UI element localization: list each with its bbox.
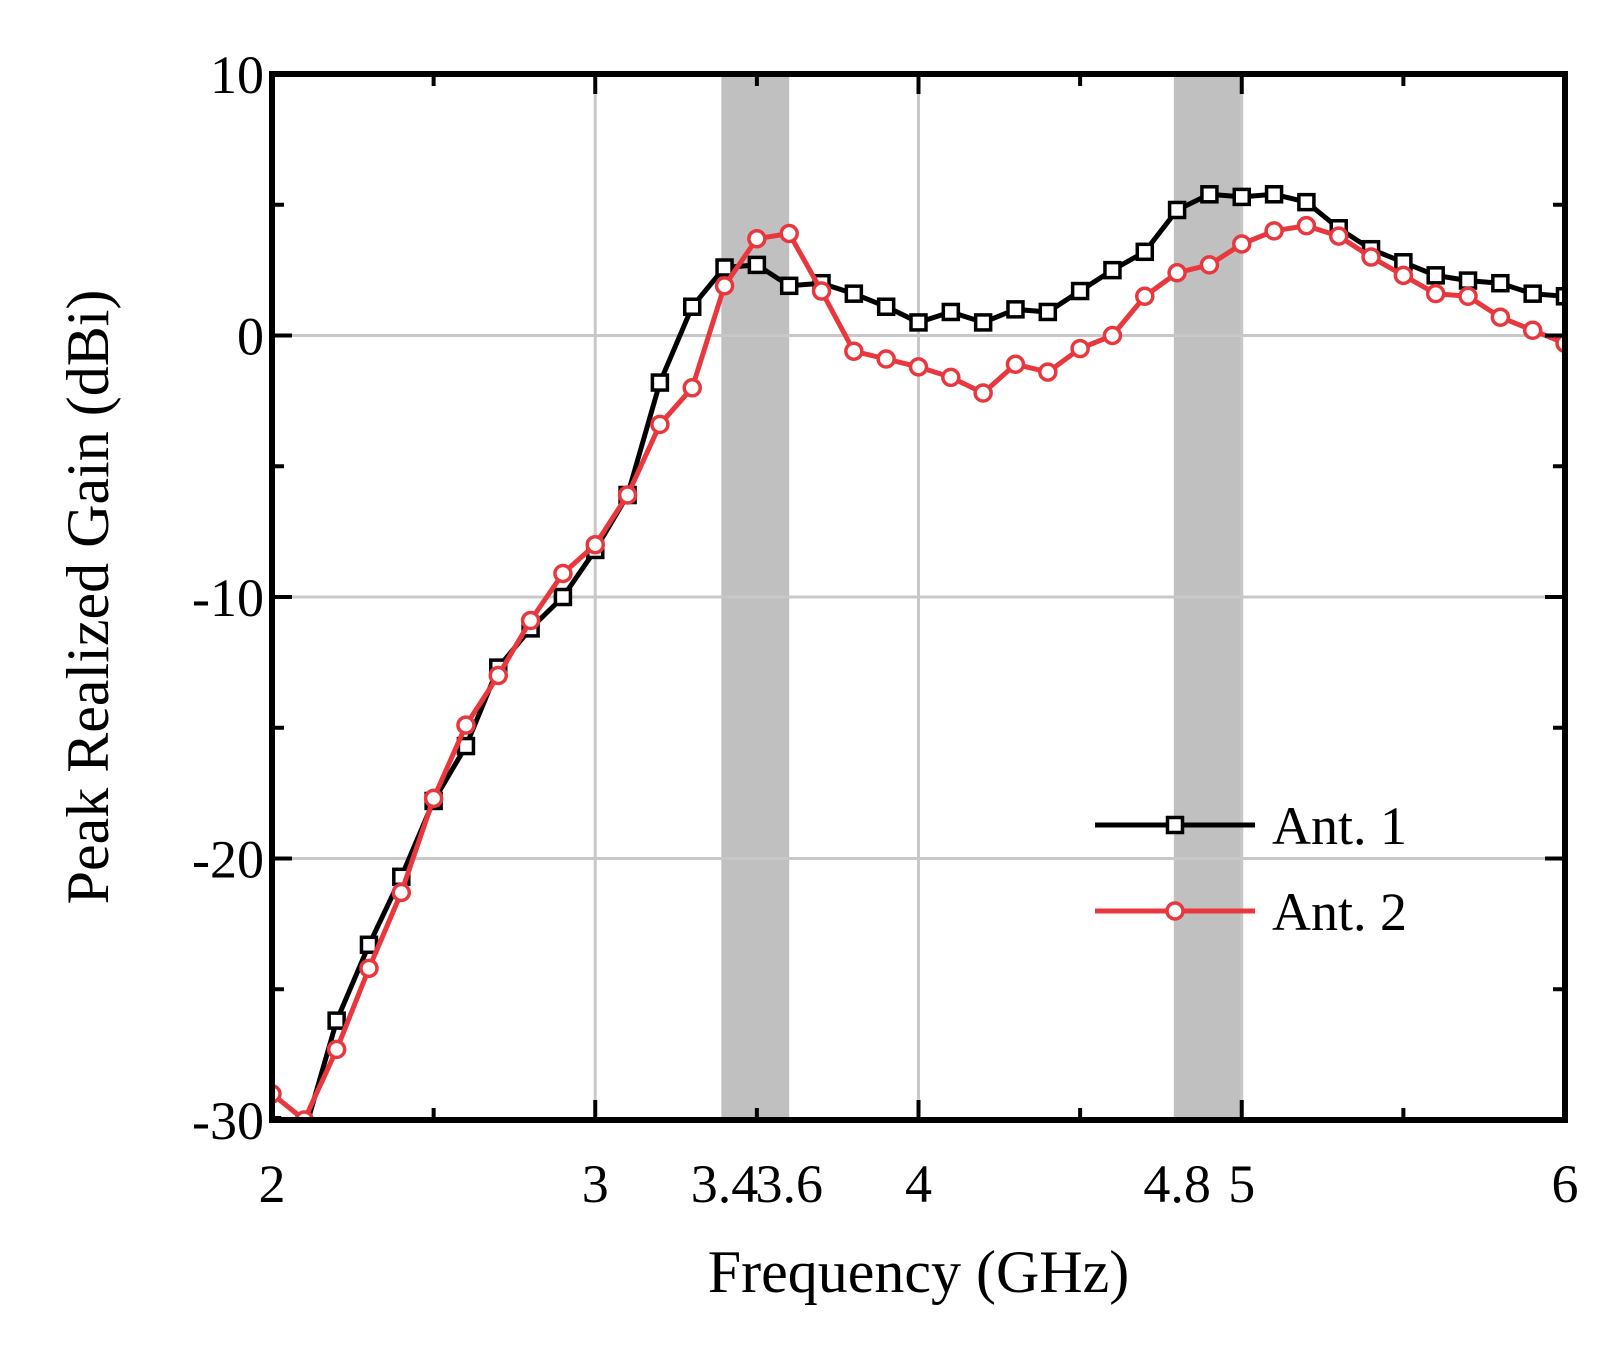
x-tick-label: 6 <box>1552 1154 1579 1214</box>
series-1-point <box>715 258 734 277</box>
series-2-point <box>714 276 735 296</box>
series-2-point <box>844 341 864 361</box>
series-2-point <box>811 281 832 301</box>
x-tick-label: 4 <box>905 1154 932 1214</box>
series-1-point <box>1426 266 1445 285</box>
series-1-point <box>876 297 896 316</box>
y-tick-labels: -30 -20 -10 0 10 <box>192 45 264 1151</box>
series-1-point <box>747 255 767 275</box>
series-1-point <box>1491 273 1510 293</box>
legend-marker-2 <box>1165 901 1185 921</box>
y-tick-label: 0 <box>237 307 264 367</box>
series-2-point <box>1522 320 1543 341</box>
series-2-point <box>520 610 541 631</box>
series-2-point <box>1361 247 1381 267</box>
series-2-point <box>908 357 929 377</box>
series-1-point <box>1006 300 1025 319</box>
series-2-point <box>1458 286 1478 307</box>
series-1-point <box>1555 287 1565 306</box>
series-2-point <box>1490 307 1511 327</box>
y-axis-title: Peak Realized Gain (dBi) <box>55 290 121 905</box>
x-tick-label: 4.8 <box>1143 1154 1211 1214</box>
x-axis-title: Frequency (GHz) <box>708 1239 1130 1305</box>
series-2-point <box>1264 221 1284 241</box>
series-2-point <box>1232 234 1252 254</box>
series-2-point <box>326 1039 347 1060</box>
legend-label-2: Ant. 2 <box>1272 882 1407 942</box>
series-1-point <box>1297 192 1316 212</box>
series-2-point <box>553 563 573 584</box>
x-tick-label: 2 <box>259 1154 286 1214</box>
series-2-point <box>779 223 799 244</box>
series-1-point <box>297 1126 312 1141</box>
series-1-point <box>1264 185 1284 204</box>
series-2-point <box>423 788 444 809</box>
series-1-point <box>1070 281 1090 301</box>
series-2-point <box>1296 215 1317 236</box>
series-2-point <box>650 414 670 435</box>
x-tick-label: 3.6 <box>755 1154 823 1214</box>
series-1-point <box>327 1011 346 1030</box>
x-tick-label: 3.4 <box>691 1154 759 1214</box>
series-1-point <box>1232 187 1251 207</box>
series-1-point <box>844 284 864 303</box>
legend-marker-1 <box>1165 815 1185 835</box>
y-tick-label: -20 <box>192 830 264 890</box>
series-1-point <box>941 302 961 322</box>
series-1-point <box>1038 302 1058 322</box>
series-1-point <box>1103 260 1122 280</box>
series-1-point <box>682 297 702 316</box>
series-2-point <box>876 349 896 369</box>
series-1-point <box>1167 200 1187 220</box>
series-2-point <box>617 485 638 505</box>
series-2-point <box>1102 325 1123 346</box>
series-2 <box>272 215 1565 1120</box>
grid-lines <box>272 74 1565 1120</box>
series-1-point <box>1200 185 1219 204</box>
x-tick-labels: 2 3 3.43.6 4 4.8 5 6 <box>259 1154 1579 1214</box>
series-2-point <box>456 715 476 735</box>
legend-label-1: Ant. 1 <box>1272 796 1407 856</box>
series-2-point <box>1328 226 1349 246</box>
series-1-point <box>1135 242 1155 262</box>
legend: Ant. 1 Ant. 2 <box>1095 796 1407 942</box>
axis-ticks <box>270 72 1567 1122</box>
y-tick-label: 10 <box>210 45 264 105</box>
series-2-point <box>682 378 702 398</box>
series-2-point <box>1135 286 1155 307</box>
series-1-point <box>553 587 573 607</box>
series-2-point <box>391 882 412 903</box>
series-2-point <box>941 367 961 388</box>
series-2-point <box>1167 262 1187 283</box>
series-1-point <box>1523 284 1542 303</box>
series-2-point <box>1199 255 1220 275</box>
series-1-point <box>909 313 928 332</box>
x-tick-label: 5 <box>1228 1154 1255 1214</box>
series-2-point <box>747 228 767 249</box>
series-1-point <box>973 313 993 332</box>
series-1-point <box>650 373 670 392</box>
series-2-point <box>1393 265 1414 286</box>
series-2-point <box>585 534 605 555</box>
y-tick-label: -10 <box>192 568 264 628</box>
series-2-point <box>1425 283 1446 304</box>
series-2-point <box>1070 338 1090 359</box>
series-2-point <box>359 958 379 979</box>
series-2-point <box>1005 354 1026 375</box>
series-2-point <box>973 383 993 403</box>
y-tick-label: -30 <box>192 1091 264 1151</box>
series-1-point <box>779 276 799 296</box>
x-tick-label: 3 <box>582 1154 609 1214</box>
series-layer <box>272 185 1565 1141</box>
series-2-point <box>1038 362 1058 382</box>
series-1-point <box>1458 271 1478 290</box>
series-2-point <box>488 665 509 686</box>
